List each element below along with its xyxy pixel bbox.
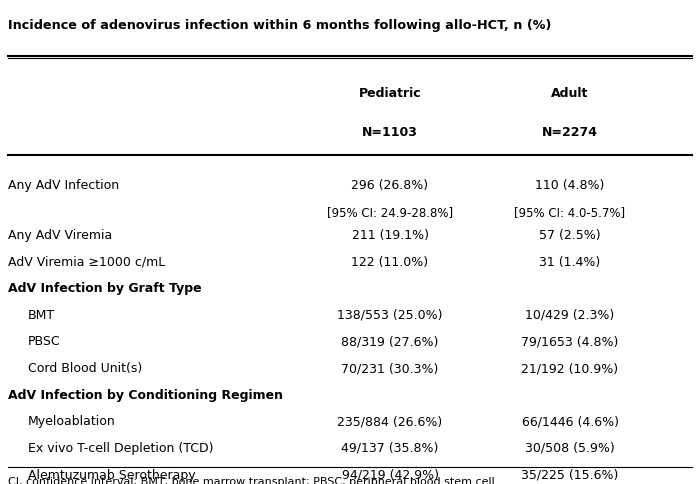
Text: PBSC: PBSC [28, 335, 61, 348]
Text: 70/231 (30.3%): 70/231 (30.3%) [342, 362, 439, 375]
Text: 21/192 (10.9%): 21/192 (10.9%) [522, 362, 619, 375]
Text: Myeloablation: Myeloablation [28, 415, 116, 428]
Text: AdV Infection by Conditioning Regimen: AdV Infection by Conditioning Regimen [8, 389, 283, 402]
Text: 57 (2.5%): 57 (2.5%) [539, 229, 601, 242]
Text: 122 (11.0%): 122 (11.0%) [351, 256, 428, 269]
Text: 94/219 (42.9%): 94/219 (42.9%) [342, 469, 438, 482]
Text: Adult: Adult [552, 87, 589, 100]
Text: Incidence of adenovirus infection within 6 months following allo-HCT, n (%): Incidence of adenovirus infection within… [8, 19, 552, 32]
Text: AdV Infection by Graft Type: AdV Infection by Graft Type [8, 282, 202, 295]
Text: 10/429 (2.3%): 10/429 (2.3%) [526, 309, 615, 322]
Text: Any AdV Infection: Any AdV Infection [8, 179, 119, 192]
Text: [95% CI: 4.0-5.7%]: [95% CI: 4.0-5.7%] [514, 206, 626, 219]
Text: 88/319 (27.6%): 88/319 (27.6%) [342, 335, 439, 348]
Text: N=2274: N=2274 [542, 126, 598, 139]
Text: Any AdV Viremia: Any AdV Viremia [8, 229, 112, 242]
Text: Alemtuzumab Serotherapy: Alemtuzumab Serotherapy [28, 469, 195, 482]
Text: 66/1446 (4.6%): 66/1446 (4.6%) [522, 415, 619, 428]
Text: 30/508 (5.9%): 30/508 (5.9%) [525, 442, 615, 455]
Text: [95% CI: 24.9-28.8%]: [95% CI: 24.9-28.8%] [327, 206, 453, 219]
Text: 138/553 (25.0%): 138/553 (25.0%) [337, 309, 442, 322]
Text: Pediatric: Pediatric [358, 87, 421, 100]
Text: 79/1653 (4.8%): 79/1653 (4.8%) [522, 335, 619, 348]
Text: AdV Viremia ≥1000 c/mL: AdV Viremia ≥1000 c/mL [8, 256, 165, 269]
Text: 31 (1.4%): 31 (1.4%) [540, 256, 601, 269]
Text: CI, confidence interval; BMT, bone marrow transplant; PBSC, peripheral blood ste: CI, confidence interval; BMT, bone marro… [8, 477, 495, 484]
Text: Ex vivo T-cell Depletion (TCD): Ex vivo T-cell Depletion (TCD) [28, 442, 214, 455]
Text: 110 (4.8%): 110 (4.8%) [536, 179, 605, 192]
Text: BMT: BMT [28, 309, 55, 322]
Text: 211 (19.1%): 211 (19.1%) [351, 229, 428, 242]
Text: N=1103: N=1103 [362, 126, 418, 139]
Text: 235/884 (26.6%): 235/884 (26.6%) [337, 415, 442, 428]
Text: Cord Blood Unit(s): Cord Blood Unit(s) [28, 362, 142, 375]
Text: 49/137 (35.8%): 49/137 (35.8%) [342, 442, 439, 455]
Text: 35/225 (15.6%): 35/225 (15.6%) [522, 469, 619, 482]
Text: 296 (26.8%): 296 (26.8%) [351, 179, 428, 192]
